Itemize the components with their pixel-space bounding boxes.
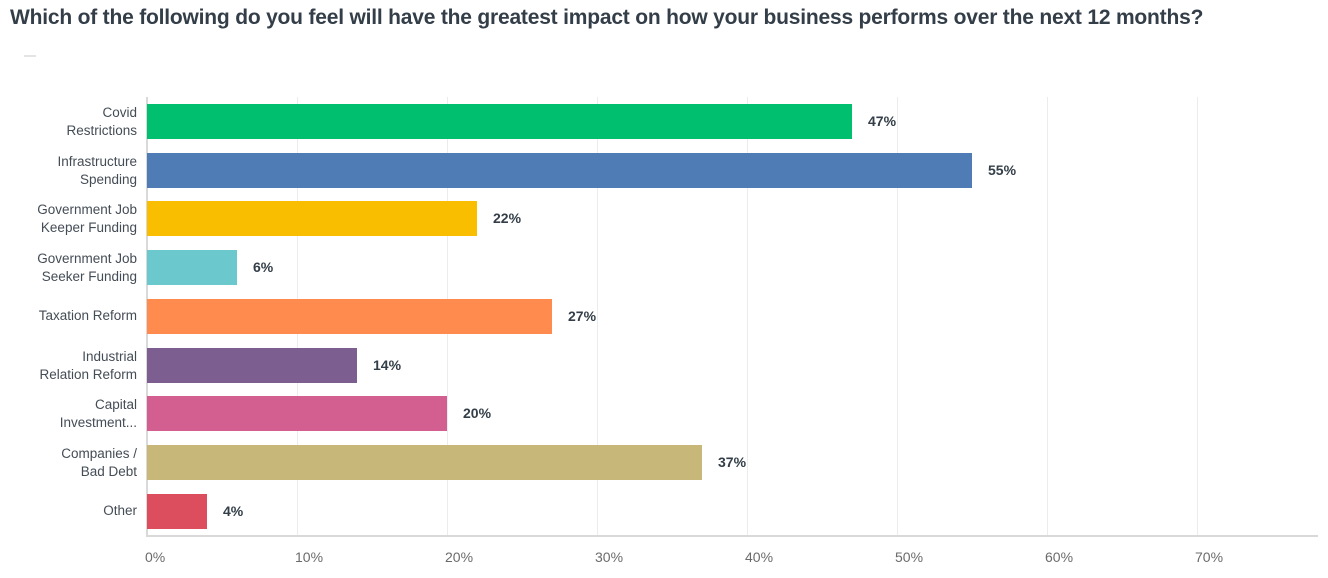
bar-value-label: 27%: [568, 307, 597, 324]
x-tick-label: 60%: [1045, 549, 1074, 565]
category-label: Government Job Seeker Funding: [37, 251, 137, 285]
grid-line: [597, 97, 598, 535]
x-tick-label: 30%: [595, 549, 624, 565]
bar-value-label: 20%: [463, 405, 492, 422]
grid-line: [1197, 97, 1198, 535]
grid-line: [897, 97, 898, 535]
bar[interactable]: [147, 493, 207, 529]
x-tick-label: 0%: [145, 549, 166, 565]
grid-line: [747, 97, 748, 535]
x-tick-label: 10%: [295, 549, 324, 565]
bar-value-label: 37%: [718, 453, 747, 470]
grid-line: [1047, 97, 1048, 535]
category-label: Industrial Relation Reform: [39, 348, 137, 382]
bar-value-label: 55%: [988, 161, 1017, 178]
x-tick-label: 20%: [445, 549, 474, 565]
category-label: Capital Investment...: [59, 397, 137, 431]
bar[interactable]: [147, 298, 552, 334]
bar-value-label: 14%: [373, 356, 402, 373]
chart-title: Which of the following do you feel will …: [10, 6, 1204, 29]
bar[interactable]: [147, 104, 852, 139]
category-label: Taxation Reform: [38, 307, 137, 323]
category-label: Infrastructure Spending: [57, 153, 137, 187]
bar[interactable]: [147, 396, 447, 432]
bar-value-label: 22%: [493, 210, 522, 227]
category-label: Covid Restrictions: [66, 105, 137, 138]
bar[interactable]: [147, 201, 477, 237]
bar[interactable]: [147, 250, 237, 286]
bar[interactable]: [147, 347, 357, 383]
x-tick-label: 50%: [895, 549, 924, 565]
x-axis-line: [146, 535, 1318, 537]
category-label: Government Job Keeper Funding: [37, 202, 137, 236]
x-tick-label: 40%: [745, 549, 774, 565]
decorative-mark: [24, 55, 36, 57]
bar-value-label: 6%: [253, 259, 274, 276]
bar[interactable]: [147, 444, 702, 480]
category-label: Other: [103, 502, 137, 518]
bar[interactable]: [147, 152, 972, 188]
bar-value-label: 4%: [223, 502, 244, 519]
category-label: Companies / Bad Debt: [61, 445, 137, 479]
x-tick-label: 70%: [1195, 549, 1224, 565]
bar-value-label: 47%: [868, 113, 897, 129]
